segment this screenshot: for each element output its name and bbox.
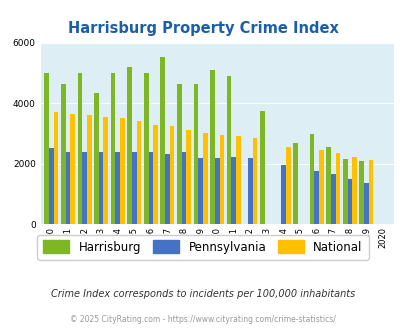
Bar: [351, 157, 356, 224]
Bar: [148, 152, 153, 224]
Bar: [313, 172, 318, 224]
Bar: [66, 152, 70, 224]
Bar: [132, 152, 136, 224]
Bar: [94, 93, 98, 224]
Bar: [87, 115, 91, 224]
Bar: [202, 133, 207, 224]
Bar: [358, 161, 363, 224]
Bar: [181, 152, 186, 224]
Bar: [214, 158, 219, 224]
Bar: [127, 67, 132, 224]
Bar: [103, 117, 108, 224]
Bar: [193, 84, 198, 224]
Bar: [252, 138, 257, 224]
Bar: [281, 164, 285, 224]
Bar: [247, 158, 252, 224]
Bar: [82, 152, 87, 224]
Text: Harrisburg Property Crime Index: Harrisburg Property Crime Index: [67, 21, 338, 36]
Legend: Harrisburg, Pennsylvania, National: Harrisburg, Pennsylvania, National: [37, 235, 368, 260]
Bar: [115, 152, 120, 224]
Bar: [219, 135, 224, 224]
Bar: [292, 143, 297, 224]
Bar: [49, 148, 53, 224]
Bar: [198, 158, 202, 224]
Bar: [363, 183, 368, 224]
Bar: [111, 73, 115, 224]
Bar: [335, 153, 339, 224]
Bar: [153, 124, 158, 224]
Bar: [143, 73, 148, 224]
Bar: [136, 121, 141, 224]
Bar: [120, 118, 124, 224]
Bar: [368, 160, 373, 224]
Bar: [98, 152, 103, 224]
Bar: [342, 159, 347, 224]
Bar: [165, 154, 169, 224]
Bar: [231, 157, 236, 224]
Bar: [236, 136, 240, 224]
Bar: [285, 147, 290, 224]
Bar: [160, 56, 165, 224]
Bar: [330, 174, 335, 224]
Bar: [61, 84, 66, 224]
Bar: [326, 147, 330, 224]
Bar: [70, 114, 75, 224]
Bar: [259, 111, 264, 224]
Bar: [347, 179, 351, 224]
Bar: [210, 70, 214, 224]
Bar: [53, 113, 58, 224]
Bar: [226, 76, 231, 224]
Text: © 2025 CityRating.com - https://www.cityrating.com/crime-statistics/: © 2025 CityRating.com - https://www.city…: [70, 315, 335, 324]
Bar: [44, 73, 49, 224]
Bar: [177, 84, 181, 224]
Bar: [309, 134, 313, 224]
Bar: [169, 126, 174, 224]
Bar: [186, 130, 190, 224]
Bar: [318, 150, 323, 224]
Text: Crime Index corresponds to incidents per 100,000 inhabitants: Crime Index corresponds to incidents per…: [51, 289, 354, 299]
Bar: [77, 73, 82, 224]
